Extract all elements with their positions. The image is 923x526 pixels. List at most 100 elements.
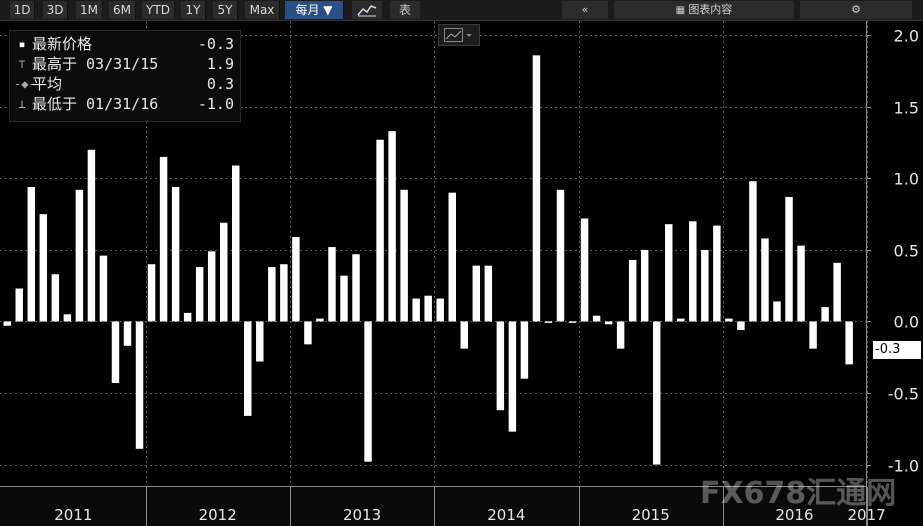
bar <box>689 221 697 322</box>
legend-value: -1.0 <box>197 95 234 113</box>
legend-label: 最低于 01/31/16 <box>32 95 159 113</box>
bar <box>3 321 11 326</box>
bar <box>592 315 601 322</box>
bar <box>677 318 685 322</box>
bar <box>749 181 757 322</box>
range-max-button[interactable]: Max <box>245 1 280 19</box>
bar <box>797 245 805 322</box>
bar <box>713 225 721 322</box>
range-5y-button[interactable]: 5Y <box>213 1 238 19</box>
bar <box>508 321 517 432</box>
bar <box>352 254 360 322</box>
watermark-logo: FX678汇通网 <box>700 476 897 511</box>
bar <box>316 318 324 322</box>
legend-value: -0.3 <box>197 35 234 53</box>
toolbar: 1D 3D 1M 6M YTD 1Y 5Y Max 每月 ▼ 表 « ▦ 图表内… <box>0 0 923 21</box>
legend-square-icon: ▪ <box>18 37 26 51</box>
double-chevron-left-icon: « <box>581 3 589 16</box>
bar <box>63 314 72 322</box>
x-tick-label: 2011 <box>54 506 92 524</box>
legend-panel: ▪ 最新价格 -0.3 ⊤ 最高于 03/31/15 1.9 -◆- 平均 0.… <box>9 30 241 122</box>
bar <box>388 131 396 322</box>
bar <box>628 259 637 322</box>
bar <box>460 321 468 349</box>
bar <box>773 301 781 322</box>
y-tick-label: 1.0 <box>894 170 919 189</box>
bar <box>51 274 60 322</box>
range-ytd-button[interactable]: YTD <box>142 1 175 19</box>
bar <box>39 214 48 322</box>
bar <box>833 262 841 322</box>
bar <box>665 224 673 322</box>
range-1d-button[interactable]: 1D <box>10 1 35 19</box>
frequency-dropdown[interactable]: 每月 ▼ <box>285 1 344 19</box>
bar <box>436 298 444 322</box>
chart-type-dropdown[interactable] <box>438 24 480 46</box>
chart-settings-icon: ▦ <box>675 5 689 16</box>
bar <box>15 288 23 322</box>
bar <box>232 165 240 322</box>
y-tick-label: -1.0 <box>888 457 919 476</box>
bar <box>652 321 661 465</box>
legend-row-high: ⊤ 最高于 03/31/15 1.9 <box>10 54 240 74</box>
x-tick-label: 2012 <box>199 506 237 524</box>
legend-label: 平均 <box>32 75 63 93</box>
bar <box>304 321 312 345</box>
range-6m-button[interactable]: 6M <box>109 1 136 19</box>
x-axis-background <box>0 487 866 526</box>
bar <box>219 222 228 322</box>
bar <box>244 321 252 416</box>
y-tick-label: 1.5 <box>894 99 919 118</box>
bar <box>159 156 168 322</box>
bar <box>99 255 108 322</box>
bar <box>448 192 456 322</box>
bar <box>701 249 709 322</box>
bar <box>737 321 745 331</box>
bar <box>616 321 625 349</box>
settings-button[interactable]: ⚙ <box>800 1 912 19</box>
range-1m-button[interactable]: 1M <box>76 1 103 19</box>
x-tick-label: 2016 <box>775 506 813 524</box>
bar <box>484 265 493 322</box>
bar <box>340 275 348 322</box>
bar <box>761 238 769 322</box>
bar <box>111 321 120 383</box>
bar <box>640 249 649 322</box>
bar <box>604 321 613 325</box>
line-chart-toggle[interactable] <box>352 1 382 19</box>
bar <box>207 251 216 322</box>
bar <box>123 321 132 346</box>
low-marker-icon: ⊥ <box>18 97 26 111</box>
bar <box>412 298 420 322</box>
chart-type-icon <box>444 28 472 42</box>
bar <box>544 321 553 323</box>
bar <box>845 321 853 365</box>
bar <box>472 265 481 322</box>
bar <box>256 321 264 362</box>
bar <box>147 264 156 322</box>
y-axis-background <box>866 21 923 526</box>
range-1y-button[interactable]: 1Y <box>181 1 206 19</box>
bar <box>135 321 144 449</box>
table-view-button[interactable]: 表 <box>390 1 420 19</box>
average-marker-icon: -◆- <box>14 77 36 91</box>
collapse-button[interactable]: « <box>562 1 608 19</box>
bar <box>580 218 589 322</box>
line-chart-icon <box>357 5 377 17</box>
y-tick-label: 0.0 <box>894 313 919 332</box>
x-tick-label: 2013 <box>343 506 381 524</box>
bar <box>520 321 529 379</box>
x-tick-label: 2015 <box>632 506 670 524</box>
bar <box>785 196 793 322</box>
bar <box>292 237 300 322</box>
chart-contents-button[interactable]: ▦ 图表内容 <box>614 1 794 19</box>
bar <box>809 321 817 349</box>
bar <box>556 189 565 322</box>
legend-label: 最高于 03/31/15 <box>32 55 159 73</box>
bar <box>75 189 84 322</box>
bar <box>364 321 372 462</box>
legend-row-average: -◆- 平均 0.3 <box>10 74 240 94</box>
legend-label: 最新价格 <box>32 35 93 53</box>
bar <box>424 295 432 322</box>
range-3d-button[interactable]: 3D <box>43 1 68 19</box>
